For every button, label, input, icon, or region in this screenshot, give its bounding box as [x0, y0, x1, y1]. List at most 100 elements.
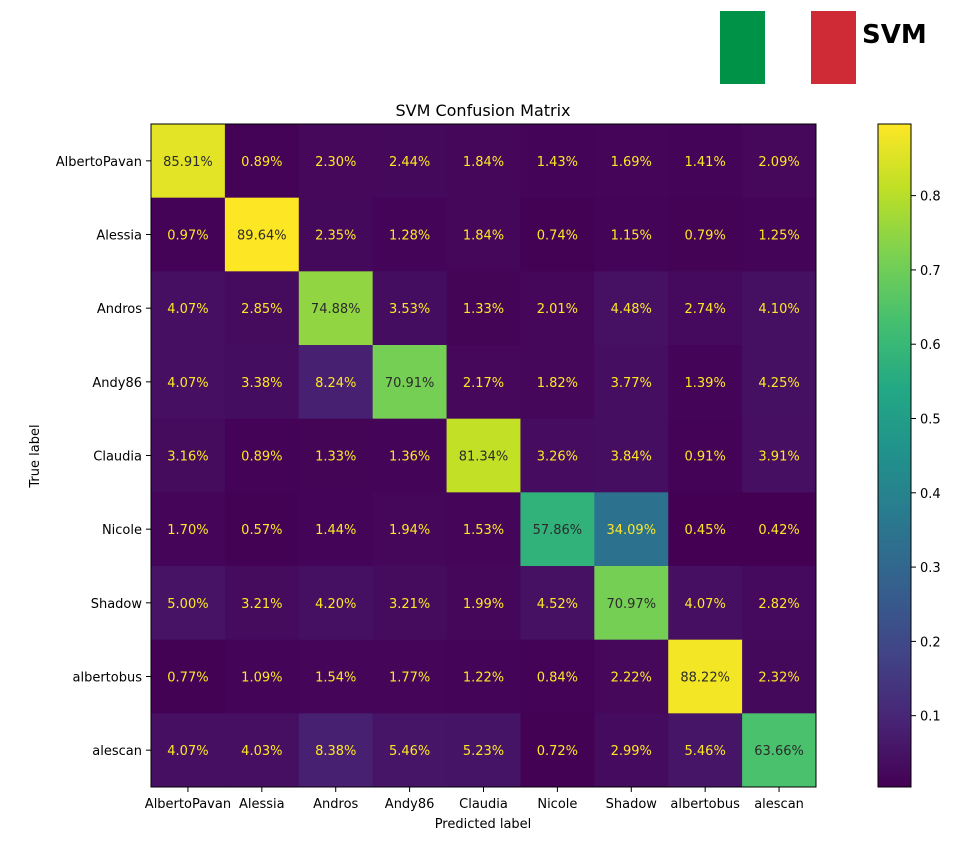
heatmap-cell	[742, 566, 817, 641]
heatmap-cell	[668, 492, 743, 567]
cell-value-label: 1.33%	[315, 450, 356, 465]
heatmap-cell	[742, 418, 817, 493]
heatmap-cell	[298, 197, 374, 272]
heatmap-cell	[224, 639, 300, 714]
cell-value-label: 4.48%	[611, 302, 652, 317]
y-tick-label: Claudia	[93, 450, 142, 465]
heatmap-cell	[594, 566, 669, 641]
heatmap-cell	[446, 271, 521, 346]
cell-value-label: 2.32%	[758, 671, 799, 686]
cell-value-label: 2.85%	[241, 302, 282, 317]
cell-value-label: 2.74%	[685, 302, 726, 317]
cell-value-label: 81.34%	[459, 450, 509, 465]
cell-value-label: 1.70%	[167, 523, 208, 538]
cell-value-label: 0.77%	[167, 671, 208, 686]
cell-value-label: 0.89%	[241, 155, 282, 170]
heatmap-cell	[151, 271, 226, 346]
heatmap-cell	[372, 566, 448, 641]
colorbar-tick-label: 0.5	[920, 413, 941, 428]
colorbar-tick-label: 0.3	[920, 561, 941, 576]
heatmap-cell	[742, 492, 817, 567]
cell-value-label: 0.45%	[685, 523, 726, 538]
y-tick-label: AlbertoPavan	[56, 155, 142, 170]
heatmap-cell	[298, 639, 374, 714]
y-tick-label: Alessia	[96, 229, 142, 244]
heatmap-cell	[298, 271, 374, 346]
x-tick-label: Nicole	[537, 797, 577, 812]
heatmap-cell	[372, 713, 448, 788]
cell-value-label: 1.39%	[685, 376, 726, 391]
cell-value-label: 5.23%	[463, 744, 504, 759]
cell-value-label: 4.07%	[685, 597, 726, 612]
heatmap-cell	[594, 345, 669, 420]
heatmap-cell	[446, 492, 521, 567]
heatmap-cell	[520, 713, 595, 788]
y-tick-label: Nicole	[102, 523, 142, 538]
heatmap-cell	[520, 639, 595, 714]
colorbar-gradient	[877, 123, 912, 788]
x-tick-label: Andy86	[385, 797, 435, 812]
heatmap-cell	[446, 197, 521, 272]
cell-value-label: 70.97%	[606, 597, 656, 612]
heatmap-cell	[594, 271, 669, 346]
cell-value-label: 0.89%	[241, 450, 282, 465]
cell-value-label: 57.86%	[533, 523, 583, 538]
heatmap-cell	[742, 197, 817, 272]
cell-value-label: 3.21%	[241, 597, 282, 612]
y-axis-label: True label	[28, 424, 43, 488]
heatmap-cell	[446, 713, 521, 788]
cell-value-label: 34.09%	[606, 523, 656, 538]
colorbar-tick-label: 0.4	[920, 487, 941, 502]
heatmap-cell	[298, 492, 374, 567]
cell-value-label: 4.07%	[167, 744, 208, 759]
heatmap-cell	[151, 345, 226, 420]
cell-value-label: 1.43%	[537, 155, 578, 170]
cell-value-label: 8.24%	[315, 376, 356, 391]
cell-value-label: 1.22%	[463, 671, 504, 686]
x-tick-label: Andros	[313, 797, 358, 812]
cell-value-label: 4.10%	[758, 302, 799, 317]
cell-value-label: 1.25%	[758, 229, 799, 244]
cell-value-label: 4.03%	[241, 744, 282, 759]
x-tick-label: albertobus	[670, 797, 740, 812]
heatmap-cell	[520, 418, 595, 493]
cell-value-label: 88.22%	[680, 671, 730, 686]
heatmap-cell	[298, 124, 374, 199]
cell-value-label: 1.53%	[463, 523, 504, 538]
heatmap-cell	[668, 418, 743, 493]
heatmap-cell	[742, 713, 817, 788]
cell-value-label: 4.20%	[315, 597, 356, 612]
cell-value-label: 1.84%	[463, 155, 504, 170]
heatmap-cell	[446, 566, 521, 641]
heatmap-cell	[224, 566, 300, 641]
cell-value-label: 63.66%	[754, 744, 804, 759]
cell-value-label: 0.79%	[685, 229, 726, 244]
logo-text: SVM	[862, 20, 927, 50]
cell-value-label: 1.77%	[389, 671, 430, 686]
y-tick-label: alescan	[92, 744, 142, 759]
logo-flag-white	[765, 11, 811, 84]
cell-value-label: 2.30%	[315, 155, 356, 170]
heatmap-cell	[520, 566, 595, 641]
cell-value-label: 70.91%	[385, 376, 435, 391]
chart-title: SVM Confusion Matrix	[395, 101, 570, 120]
cell-value-label: 4.07%	[167, 302, 208, 317]
cell-value-label: 85.91%	[163, 155, 213, 170]
colorbar: 0.1 0.2 0.3 0.4 0.5 0.6 0.7 0.8	[877, 123, 941, 788]
cell-value-label: 8.38%	[315, 744, 356, 759]
x-tick-label: alescan	[754, 797, 804, 812]
heatmap-cell	[298, 713, 374, 788]
cell-value-label: 1.44%	[315, 523, 356, 538]
cell-value-label: 1.09%	[241, 671, 282, 686]
cell-value-label: 2.99%	[611, 744, 652, 759]
cell-value-label: 5.46%	[389, 744, 430, 759]
cell-value-label: 5.00%	[167, 597, 208, 612]
heatmap-cell	[520, 271, 595, 346]
cell-value-label: 1.15%	[611, 229, 652, 244]
heatmap-cell	[151, 639, 226, 714]
cell-value-label: 1.69%	[611, 155, 652, 170]
cell-value-label: 0.97%	[167, 229, 208, 244]
heatmap-cell	[742, 345, 817, 420]
x-tick-label: Alessia	[239, 797, 285, 812]
